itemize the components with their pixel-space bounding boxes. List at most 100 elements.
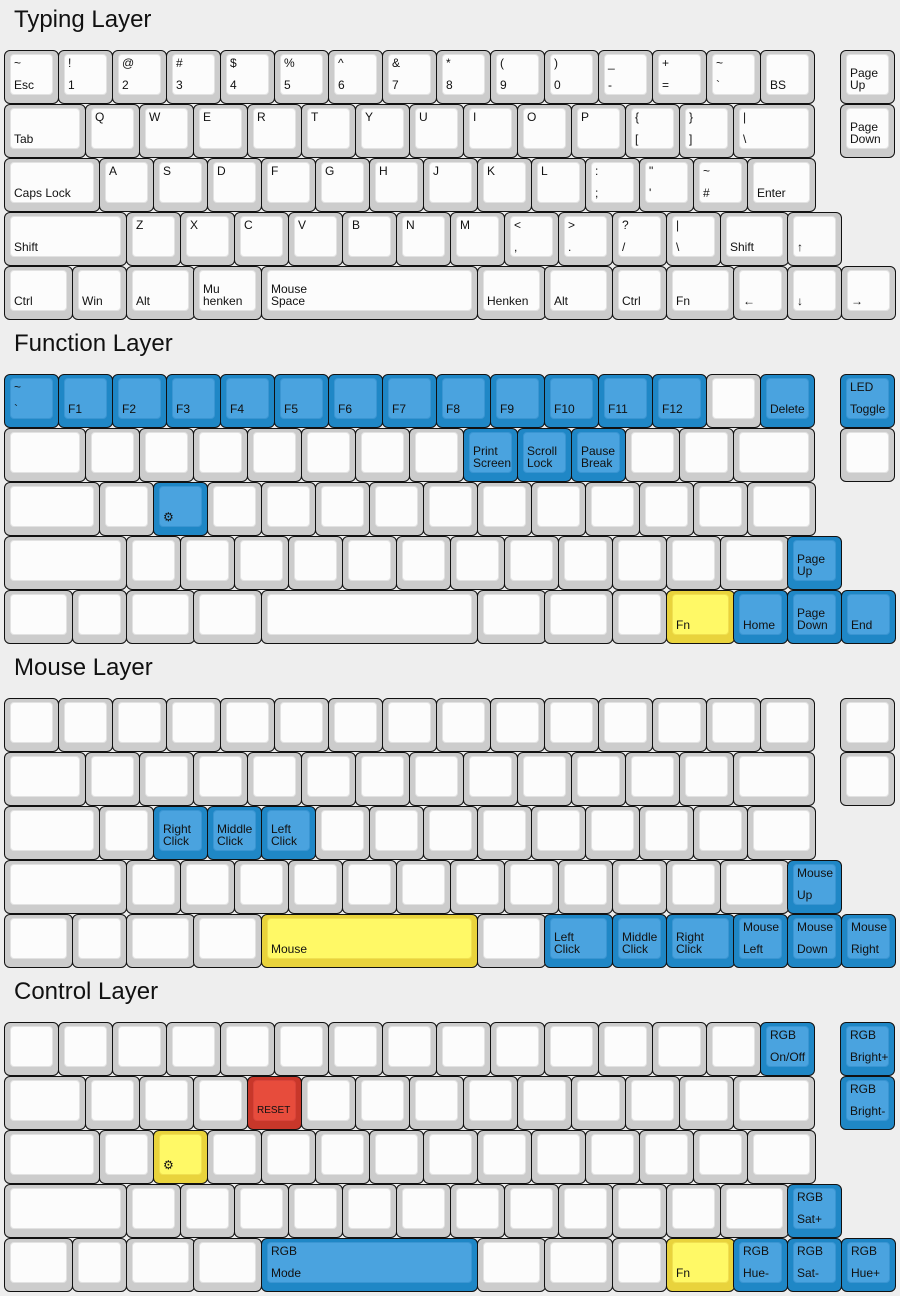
key-middle-click[interactable]: Middle Click (612, 914, 667, 968)
key-blank[interactable] (585, 1130, 640, 1184)
key-blank[interactable] (207, 1130, 262, 1184)
key-o[interactable]: O (517, 104, 572, 158)
key-blank[interactable] (612, 1184, 667, 1238)
key-blank[interactable] (261, 590, 478, 644)
key-blank[interactable] (247, 428, 302, 482)
key-blank[interactable] (328, 698, 383, 752)
key-blank[interactable] (58, 1022, 113, 1076)
key-blank[interactable]: → (841, 266, 896, 320)
key-alt[interactable]: Alt (126, 266, 195, 320)
key-blank[interactable] (477, 482, 532, 536)
key-blank[interactable] (328, 1022, 383, 1076)
key-f9[interactable]: F9 (490, 374, 545, 428)
key-f3[interactable]: F3 (166, 374, 221, 428)
key-blank[interactable] (625, 428, 680, 482)
key-middle-click[interactable]: Middle Click (207, 806, 262, 860)
key-blank[interactable] (85, 428, 140, 482)
key-g[interactable]: G (315, 158, 370, 212)
key-blank[interactable] (288, 536, 343, 590)
key-blank[interactable] (315, 482, 370, 536)
key-blank[interactable] (585, 482, 640, 536)
key-blank[interactable] (504, 860, 559, 914)
key-blank[interactable] (99, 1130, 154, 1184)
key-page-down[interactable]: Page Down (840, 104, 895, 158)
key-blank[interactable] (193, 590, 262, 644)
key-2[interactable]: @2 (112, 50, 167, 104)
key-z[interactable]: Z (126, 212, 181, 266)
key-blank[interactable] (409, 428, 464, 482)
key-blank[interactable] (733, 1076, 815, 1130)
key-blank[interactable] (625, 752, 680, 806)
key-blank[interactable] (679, 1076, 734, 1130)
key-blank[interactable] (139, 752, 194, 806)
key-blank[interactable] (382, 698, 437, 752)
key-blank[interactable] (274, 1022, 329, 1076)
key-ctrl[interactable]: Ctrl (612, 266, 667, 320)
key-blank[interactable] (126, 1238, 195, 1292)
key-mouse-left[interactable]: Mouse Left (733, 914, 788, 968)
key-rgb-hue[interactable]: RGB Hue- (733, 1238, 788, 1292)
key-rgb-mode[interactable]: RGB Mode (261, 1238, 478, 1292)
key-d[interactable]: D (207, 158, 262, 212)
key-blank[interactable] (355, 428, 410, 482)
key-blank[interactable] (652, 698, 707, 752)
key-blank[interactable] (72, 590, 127, 644)
key-blank[interactable] (261, 1130, 316, 1184)
key-home[interactable]: Home (733, 590, 788, 644)
key-blank[interactable] (72, 1238, 127, 1292)
key-print-screen[interactable]: Print Screen (463, 428, 518, 482)
key-blank[interactable] (463, 1076, 518, 1130)
key-blank[interactable] (180, 1184, 235, 1238)
key-f8[interactable]: F8 (436, 374, 491, 428)
key-blank[interactable] (693, 806, 748, 860)
key-blank[interactable] (4, 428, 86, 482)
key-blank[interactable] (315, 806, 370, 860)
key-f[interactable]: F (261, 158, 316, 212)
key-mouse-right[interactable]: Mouse Right (841, 914, 896, 968)
key-blank[interactable] (544, 590, 613, 644)
key-blank[interactable] (342, 536, 397, 590)
key-blank[interactable] (85, 1076, 140, 1130)
key-blank[interactable] (261, 482, 316, 536)
key-k[interactable]: K (477, 158, 532, 212)
key-gear[interactable]: ⚙ (153, 482, 208, 536)
key-blank[interactable] (288, 1184, 343, 1238)
key-blank[interactable] (720, 536, 789, 590)
key-l[interactable]: L (531, 158, 586, 212)
key-blank[interactable] (760, 698, 815, 752)
key-mouse[interactable]: Mouse (261, 914, 478, 968)
key-blank[interactable] (840, 752, 895, 806)
key-blank[interactable] (733, 428, 815, 482)
key-blank[interactable] (504, 1184, 559, 1238)
key-blank[interactable] (180, 860, 235, 914)
key-blank[interactable] (274, 698, 329, 752)
key-u[interactable]: U (409, 104, 464, 158)
key-blank[interactable] (679, 428, 734, 482)
key-blank[interactable] (126, 590, 195, 644)
key-7[interactable]: & 7 (382, 50, 437, 104)
key-3[interactable]: #3 (166, 50, 221, 104)
key-blank[interactable] (639, 482, 694, 536)
key-page-down[interactable]: Page Down (787, 590, 842, 644)
key-fn[interactable]: Fn (666, 266, 735, 320)
key-blank[interactable] (4, 914, 73, 968)
key-e[interactable]: E (193, 104, 248, 158)
key-blank[interactable]: ? / (612, 212, 667, 266)
key-rgb-sat[interactable]: RGB Sat+ (787, 1184, 842, 1238)
key-blank[interactable] (598, 698, 653, 752)
key-blank[interactable] (234, 536, 289, 590)
key-blank[interactable] (571, 1076, 626, 1130)
key-blank[interactable] (598, 1022, 653, 1076)
key-blank[interactable] (112, 698, 167, 752)
key-blank[interactable] (126, 914, 195, 968)
key-w[interactable]: W (139, 104, 194, 158)
key-blank[interactable] (166, 698, 221, 752)
key-blank[interactable]: }] (679, 104, 734, 158)
key-blank[interactable] (612, 860, 667, 914)
key-blank[interactable] (288, 860, 343, 914)
key-blank[interactable] (396, 860, 451, 914)
key-rgb-bright[interactable]: RGB Bright+ (840, 1022, 895, 1076)
key-blank[interactable] (369, 482, 424, 536)
key-blank[interactable] (585, 806, 640, 860)
key-blank[interactable]: ~ # (693, 158, 748, 212)
